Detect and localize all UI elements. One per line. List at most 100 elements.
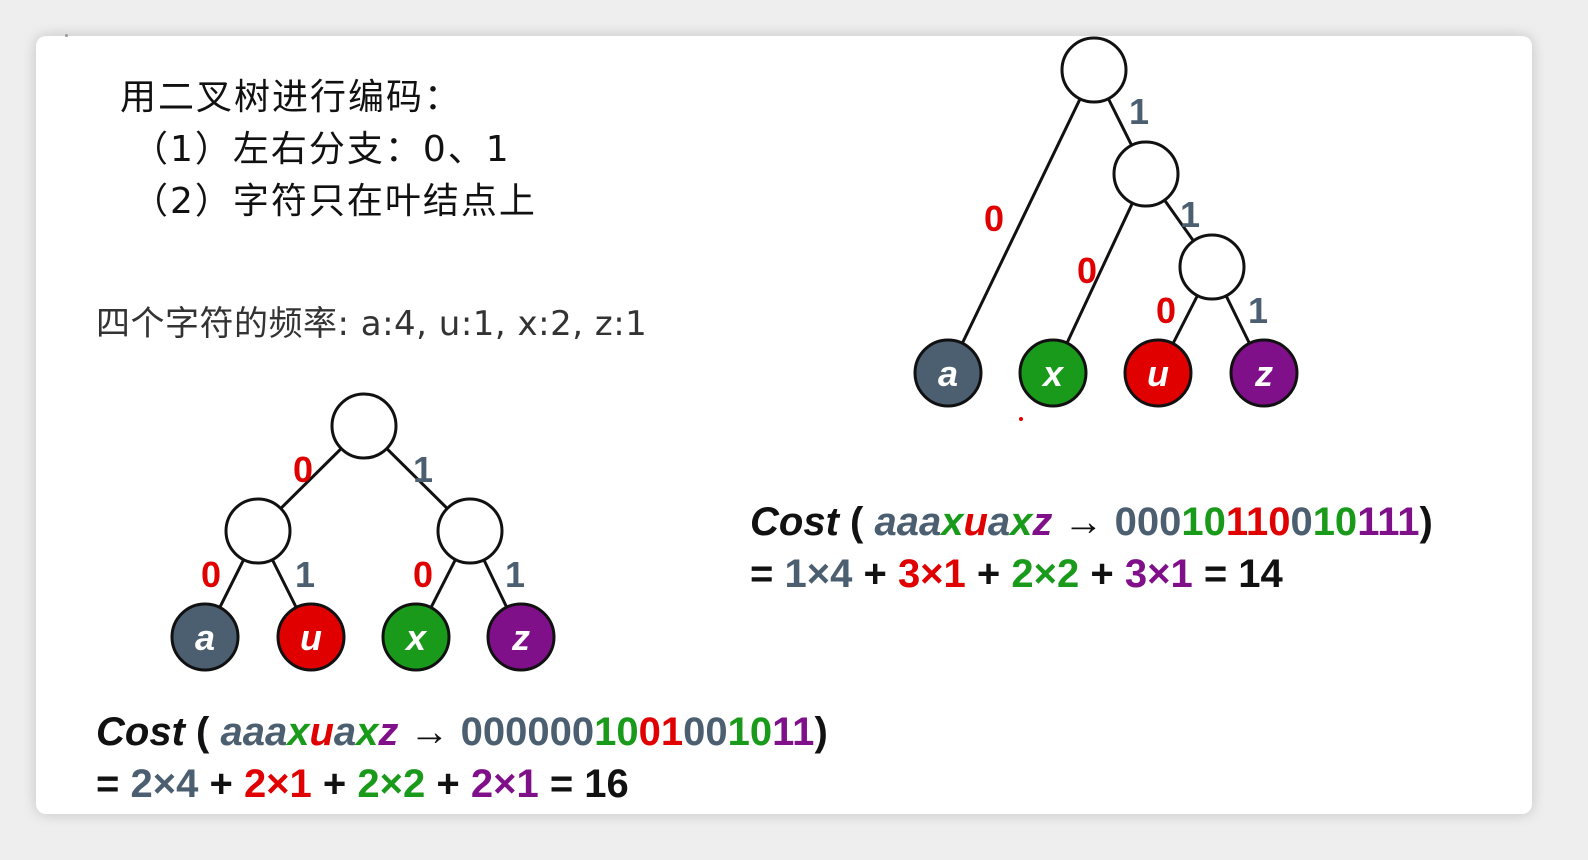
word-segment: z [1032,500,1053,544]
sum-segment: + [852,552,898,596]
skewed-leaf-a [913,338,983,408]
balanced-edge-label: 0 [293,449,313,490]
skewed-leaf-label: x [1041,353,1065,394]
skewed-edge-label: 0 [1077,250,1097,291]
sum-segment: 2×2 [357,762,426,806]
word-segment: z [378,710,399,754]
balanced-leaf-label: z [511,617,530,658]
code-segment: 00 [683,710,728,754]
cost-arrow: → [409,710,450,754]
cost-label: Cost [96,710,185,754]
sum-segment: = [96,762,131,806]
sum-segment: + [311,762,358,806]
sum-segment: 2×4 [130,762,199,806]
cost-word: aaaxuaxz [874,500,1052,544]
sum-segment: = [750,552,785,596]
code-segment: 01 [638,710,684,754]
word-segment: u [309,710,334,754]
balanced-edge-label: 1 [295,554,315,595]
word-segment: x [287,710,310,754]
skewed-leaf-u [1123,338,1193,408]
balanced-leaf-a [170,602,240,672]
balanced-internal-node [224,497,292,565]
balanced-leaf-z [486,602,556,672]
skewed-root-node [1060,36,1128,104]
word-segment: a [333,710,357,754]
code-segment: 11 [772,710,815,754]
cost-code: 0000001001001011 [461,710,815,754]
frequency-text: 四个字符的频率: a:4, u:1, x:2, z:1 [96,304,648,344]
sum-segment: 2×1 [243,762,312,806]
cost-balanced-sum: = 2×4 + 2×1 + 2×2 + 2×1 = 16 [96,758,828,810]
cost-skewed: Cost ( aaaxuaxz → 00010110010111) = 1×4 … [750,496,1433,600]
sum-segment: + [425,762,471,806]
encoding-rules: 用二叉树进行编码： （1）左右分支：0、1 （2）字符只在叶结点上 [120,72,537,228]
cost-skewed-sum: = 1×4 + 3×1 + 2×2 + 3×1 = 14 [750,548,1433,600]
balanced-leaf-x [381,602,451,672]
code-segment: 110 [1225,500,1291,544]
word-segment: aaa [220,710,288,754]
skewed-leaf-z [1229,338,1299,408]
rule-1: （1）左右分支：0、1 [132,129,511,170]
word-segment: x [356,710,379,754]
sum-segment: 3×1 [897,552,966,596]
code-segment: 000000 [460,710,595,754]
cost-close-paren: ) [1419,500,1433,544]
cost-open-paren: ( [196,710,210,754]
cost-word: aaaxuaxz [220,710,398,754]
cost-balanced: Cost ( aaaxuaxz → 0000001001001011) = 2×… [96,706,828,810]
sum-segment: + [198,762,244,806]
cost-arrow: → [1063,500,1104,544]
cost-open-paren: ( [850,500,864,544]
word-segment: x [941,500,964,544]
balanced-leaf-label: x [404,617,428,658]
code-segment: 10 [594,710,639,754]
cost-code: 00010110010111 [1115,500,1420,544]
sum-segment: 1×4 [784,552,853,596]
rule-2: （2）字符只在叶结点上 [132,181,537,222]
skewed-leaf-label: a [938,353,958,394]
skewed-edge-label: 0 [984,198,1004,239]
balanced-edge-label: 1 [413,449,433,490]
balanced-root-node [330,392,398,460]
code-segment: 111 [1357,500,1420,544]
skewed-edge-label: 1 [1129,91,1149,132]
sum-segment: 2×1 [470,762,539,806]
cost-label: Cost [750,500,839,544]
slide-frame [36,36,1532,814]
skewed-edge [946,69,1096,374]
balanced-leaf-label: u [300,617,322,658]
word-segment: a [987,500,1011,544]
code-segment: 0 [1290,500,1313,544]
sum-segment: = 16 [538,762,629,806]
sum-segment: + [1079,552,1125,596]
cost-close-paren: ) [814,710,828,754]
balanced-internal-node [436,497,504,565]
skewed-leaf-label: u [1147,353,1169,394]
skewed-edge-label: 1 [1180,194,1200,235]
skewed-leaf-x [1018,338,1088,408]
skewed-internal-node [1112,140,1180,208]
skewed-edge [1051,173,1148,374]
code-segment: 10 [1181,500,1226,544]
sum-segment: + [965,552,1012,596]
sum-segment: 3×1 [1124,552,1193,596]
sum-segment: = 14 [1192,552,1283,596]
skewed-internal-node [1178,233,1246,301]
skewed-edge-label: 1 [1248,290,1268,331]
balanced-leaf-label: a [195,617,215,658]
code-segment: 000 [1114,500,1182,544]
sum-segment: 2×2 [1011,552,1080,596]
skewed-edge-label: 0 [1156,290,1176,331]
cost-skewed-line1: Cost ( aaaxuaxz → 00010110010111) [750,496,1433,548]
skewed-leaf-label: z [1254,353,1273,394]
stray-dot [1019,417,1023,421]
balanced-edge-label: 0 [413,554,433,595]
word-segment: u [963,500,988,544]
word-segment: x [1010,500,1033,544]
balanced-edge-label: 0 [201,554,221,595]
rules-heading: 用二叉树进行编码： [120,77,463,118]
balanced-edge-label: 1 [505,554,525,595]
word-segment: aaa [874,500,942,544]
